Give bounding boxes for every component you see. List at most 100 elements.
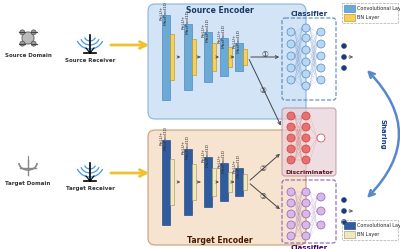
Circle shape xyxy=(287,64,295,72)
Circle shape xyxy=(302,46,310,54)
Circle shape xyxy=(287,112,295,120)
Text: ②: ② xyxy=(260,85,266,95)
Circle shape xyxy=(31,30,36,35)
Text: BN Layer: BN Layer xyxy=(357,232,379,237)
Circle shape xyxy=(287,123,295,131)
Text: Convolutional Layer: Convolutional Layer xyxy=(357,6,400,11)
Circle shape xyxy=(287,156,295,164)
FancyBboxPatch shape xyxy=(282,108,336,176)
Circle shape xyxy=(302,188,310,196)
Text: ReLU+
MaxPool1D: ReLU+ MaxPool1D xyxy=(232,29,241,53)
Bar xyxy=(162,14,170,100)
Text: ReLU+
MaxPool1D: ReLU+ MaxPool1D xyxy=(218,24,226,48)
Bar xyxy=(342,3,398,23)
Circle shape xyxy=(342,208,346,213)
Bar xyxy=(184,24,192,90)
Text: Target Receiver: Target Receiver xyxy=(66,186,114,190)
Circle shape xyxy=(302,34,310,42)
Text: Source Encoder: Source Encoder xyxy=(186,5,254,14)
Circle shape xyxy=(317,134,325,142)
Circle shape xyxy=(342,197,346,202)
Text: ③: ③ xyxy=(260,191,266,200)
Bar xyxy=(192,39,196,75)
Text: ReLU+
MaxPool1D: ReLU+ MaxPool1D xyxy=(182,135,190,159)
Circle shape xyxy=(287,232,295,240)
Text: Convolutional Layer: Convolutional Layer xyxy=(357,223,400,228)
Bar xyxy=(342,220,398,240)
Circle shape xyxy=(317,64,325,72)
Bar xyxy=(220,38,228,76)
Text: ReLU+
MaxPool1D: ReLU+ MaxPool1D xyxy=(159,0,168,24)
Text: Sharing: Sharing xyxy=(379,119,385,149)
Circle shape xyxy=(287,210,295,218)
Circle shape xyxy=(342,220,346,225)
Circle shape xyxy=(317,76,325,84)
Bar xyxy=(243,49,247,65)
Circle shape xyxy=(22,32,34,44)
Bar xyxy=(204,32,212,82)
Text: ReLU+
MaxPool1D: ReLU+ MaxPool1D xyxy=(202,143,210,167)
Bar xyxy=(212,168,216,196)
Circle shape xyxy=(287,145,295,153)
Circle shape xyxy=(287,134,295,142)
Bar xyxy=(344,14,355,21)
Circle shape xyxy=(342,55,346,60)
Circle shape xyxy=(302,123,310,131)
Bar xyxy=(170,34,174,80)
Circle shape xyxy=(302,82,310,90)
Bar xyxy=(228,47,232,67)
Circle shape xyxy=(302,221,310,229)
Text: ①: ① xyxy=(262,50,268,59)
Bar xyxy=(220,163,228,201)
Circle shape xyxy=(302,210,310,218)
Circle shape xyxy=(287,52,295,60)
Circle shape xyxy=(317,40,325,48)
Text: ReLU+
MaxPool1D: ReLU+ MaxPool1D xyxy=(182,10,190,34)
Circle shape xyxy=(287,76,295,84)
Circle shape xyxy=(342,65,346,70)
Bar xyxy=(162,139,170,225)
Circle shape xyxy=(302,199,310,207)
Bar xyxy=(235,43,243,71)
FancyBboxPatch shape xyxy=(148,4,306,119)
Text: ②: ② xyxy=(260,164,266,173)
Circle shape xyxy=(20,41,25,46)
Text: ReLU+
MaxPool1D: ReLU+ MaxPool1D xyxy=(202,18,210,42)
Text: Classifier: Classifier xyxy=(290,11,328,17)
Text: Source Domain: Source Domain xyxy=(5,53,51,58)
Circle shape xyxy=(287,40,295,48)
Bar xyxy=(228,172,232,192)
Bar xyxy=(170,159,174,205)
Circle shape xyxy=(302,70,310,78)
Bar xyxy=(235,168,243,196)
Circle shape xyxy=(317,193,325,201)
Bar xyxy=(204,157,212,207)
Text: Classifier: Classifier xyxy=(290,245,328,249)
Bar xyxy=(184,149,192,215)
Circle shape xyxy=(302,24,310,32)
Circle shape xyxy=(302,145,310,153)
Circle shape xyxy=(20,30,25,35)
Text: ReLU+
MaxPool1D: ReLU+ MaxPool1D xyxy=(159,125,168,149)
Circle shape xyxy=(287,221,295,229)
Bar xyxy=(243,174,247,190)
Bar xyxy=(212,43,216,71)
Circle shape xyxy=(317,221,325,229)
Circle shape xyxy=(317,28,325,36)
Circle shape xyxy=(287,188,295,196)
Circle shape xyxy=(302,232,310,240)
Text: Target Encoder: Target Encoder xyxy=(187,236,253,245)
FancyBboxPatch shape xyxy=(148,130,306,245)
Circle shape xyxy=(302,156,310,164)
Text: BN Layer: BN Layer xyxy=(357,15,379,20)
Text: ReLU+
MaxPool1D: ReLU+ MaxPool1D xyxy=(232,154,241,178)
Text: Discriminator: Discriminator xyxy=(285,170,333,175)
Bar xyxy=(344,231,355,238)
Bar xyxy=(344,222,355,229)
Circle shape xyxy=(287,199,295,207)
Text: ReLU+
MaxPool1D: ReLU+ MaxPool1D xyxy=(218,149,226,173)
Circle shape xyxy=(317,52,325,60)
Circle shape xyxy=(287,28,295,36)
Circle shape xyxy=(302,112,310,120)
Text: Source Receiver: Source Receiver xyxy=(65,58,115,62)
